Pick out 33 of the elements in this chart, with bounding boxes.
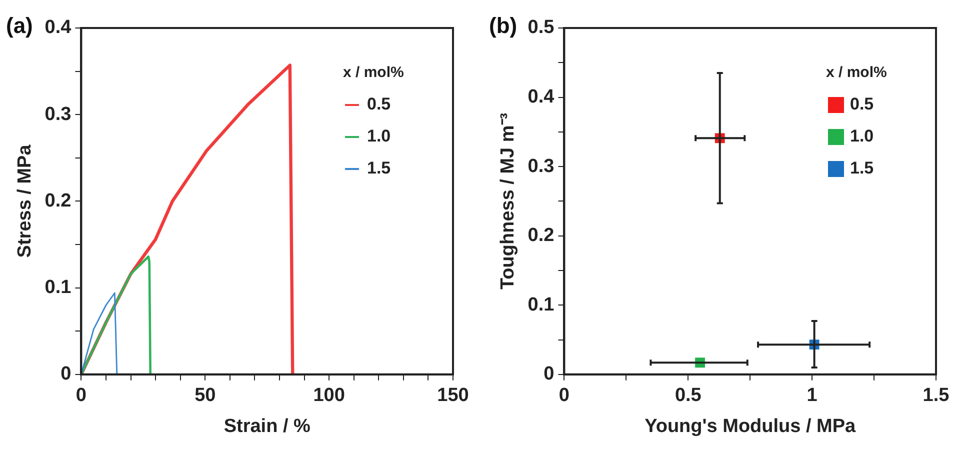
x-tick-label: 100 bbox=[313, 385, 345, 406]
y-axis-title: Stress / MPa bbox=[14, 144, 36, 258]
legend-label: 0.5 bbox=[850, 94, 874, 114]
chart-title: (b) bbox=[489, 13, 518, 38]
y-tick-label: 0.4 bbox=[528, 86, 555, 108]
chart-title: (a) bbox=[6, 13, 33, 38]
legend-label: 1.0 bbox=[367, 126, 391, 146]
x-tick-label: 150 bbox=[437, 385, 469, 406]
x-axis-title: Young's Modulus / MPa bbox=[644, 416, 856, 437]
y-tick-label: 0.4 bbox=[44, 17, 72, 38]
x-tick-label: 1 bbox=[806, 385, 818, 406]
x-tick-label: 0.5 bbox=[674, 385, 702, 406]
legend-label: 0.5 bbox=[367, 94, 391, 114]
x-tick-label: 50 bbox=[194, 385, 216, 406]
legend-title: x / mol% bbox=[826, 64, 887, 82]
y-tick-label: 0.3 bbox=[528, 156, 554, 177]
legend-label: 1.0 bbox=[850, 126, 874, 146]
y-axis-title: Toughness / MJ m⁻³ bbox=[498, 112, 519, 290]
y-tick-label: 0.1 bbox=[528, 294, 555, 316]
x-tick-label: 0 bbox=[76, 385, 86, 406]
x-tick-label: 1.5 bbox=[922, 385, 950, 406]
x-axis-title: Strain / % bbox=[224, 416, 310, 437]
y-tick-label: 0.2 bbox=[528, 225, 554, 246]
y-tick-label: 0.5 bbox=[528, 17, 555, 38]
y-tick-label: 0 bbox=[544, 364, 554, 385]
y-tick-label: 0.2 bbox=[44, 190, 72, 212]
y-tick-label: 0 bbox=[60, 364, 72, 385]
legend-label: 1.5 bbox=[367, 158, 391, 178]
y-tick-label: 0.3 bbox=[44, 104, 72, 125]
x-tick-label: 0 bbox=[558, 385, 570, 406]
legend-title: x / mol% bbox=[343, 64, 404, 82]
y-tick-label: 0.1 bbox=[44, 277, 72, 298]
legend-label: 1.5 bbox=[850, 158, 874, 178]
